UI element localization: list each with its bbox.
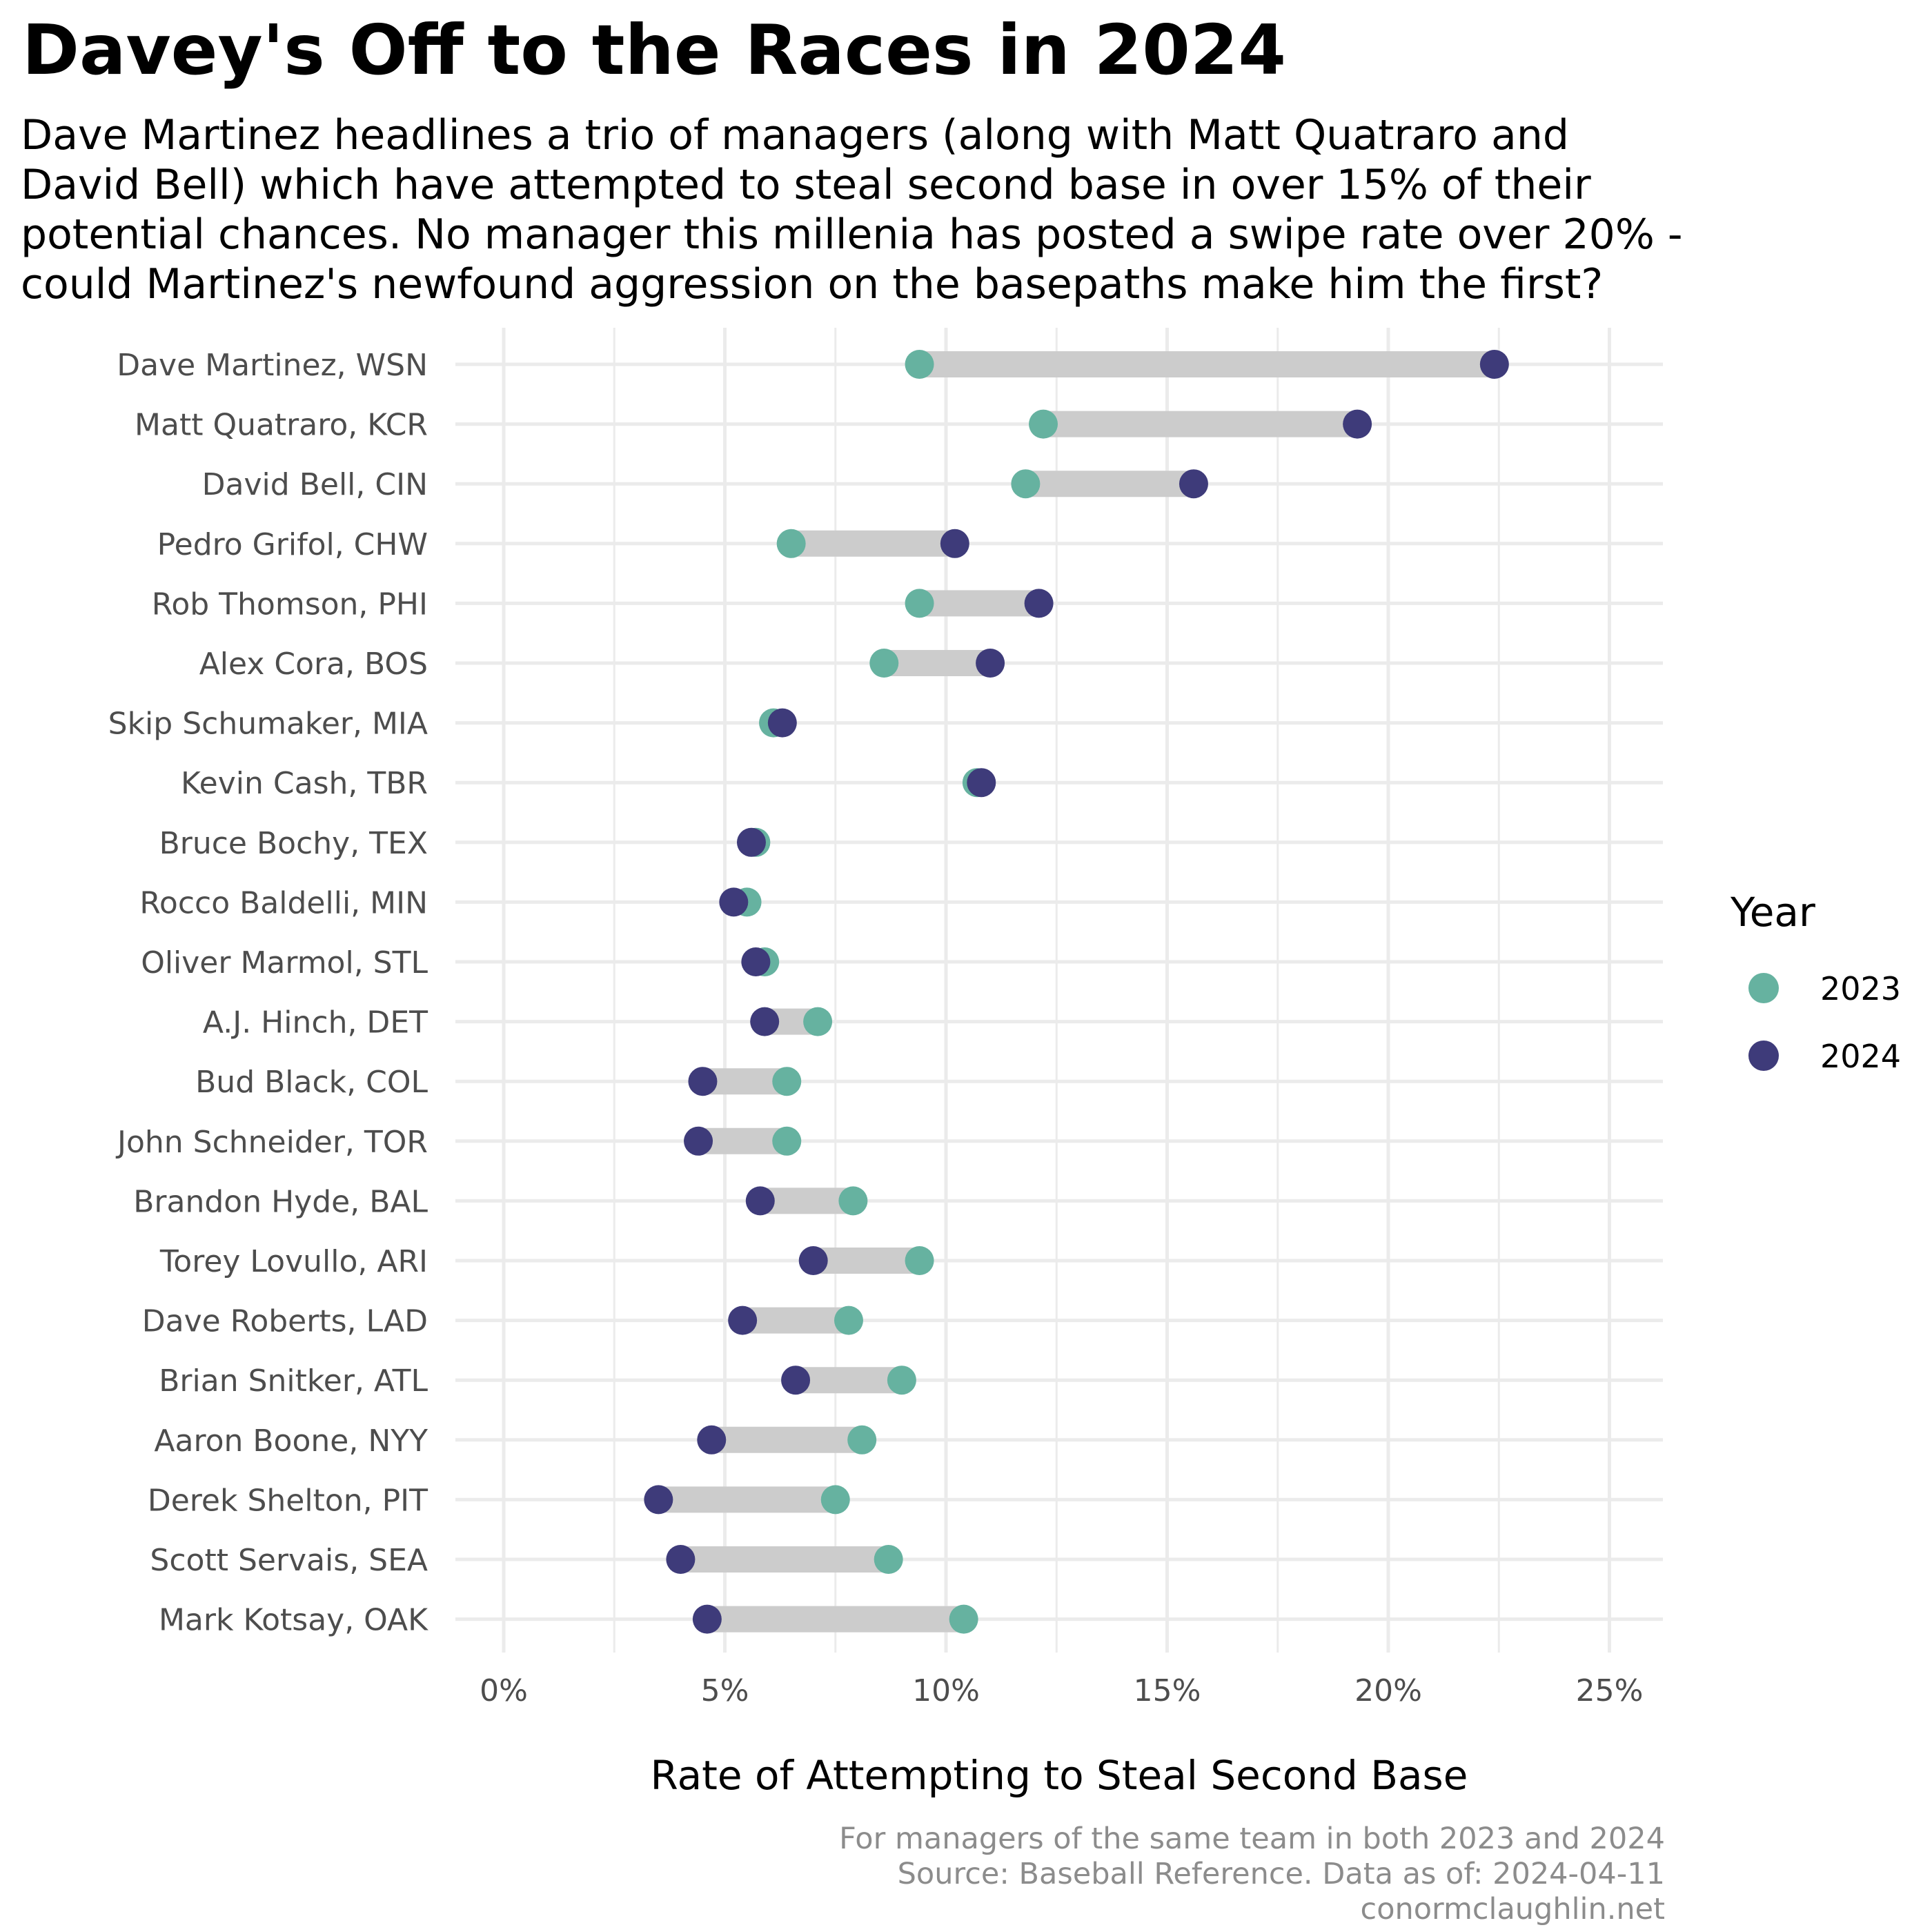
x-tick-label: 5% (701, 1673, 749, 1708)
point-2024 (719, 887, 749, 917)
point-2023 (834, 1305, 863, 1335)
x-tick-label: 10% (912, 1673, 980, 1708)
legend-label-2024: 2024 (1820, 1038, 1901, 1075)
y-tick-label: Alex Cora, BOS (199, 647, 428, 682)
chart-title: Davey's Off to the Races in 2024 (22, 10, 1286, 90)
y-tick-label: Rocco Baldelli, MIN (139, 885, 428, 920)
point-2023 (887, 1366, 916, 1395)
point-2024 (666, 1545, 696, 1574)
y-tick-label: Brandon Hyde, BAL (133, 1184, 428, 1219)
point-2024 (1479, 350, 1509, 379)
legend-key-2024 (1748, 1041, 1779, 1071)
y-tick-label: Dave Martinez, WSN (117, 348, 428, 383)
point-2024 (1179, 469, 1208, 499)
y-tick-label: Oliver Marmol, STL (141, 945, 428, 980)
point-2023 (772, 1067, 802, 1096)
chart-subtitle: Dave Martinez headlines a trio of manage… (21, 111, 1683, 308)
point-2023 (949, 1604, 978, 1634)
point-2023 (905, 350, 934, 379)
point-2024 (736, 827, 766, 857)
point-2023 (869, 649, 899, 678)
x-axis-tick-labels: 0% 5% 10% 15% 20% 25% (480, 1673, 1643, 1708)
y-tick-label: John Schneider, TOR (115, 1125, 428, 1160)
y-tick-label: Bruce Bochy, TEX (159, 826, 428, 861)
y-tick-label: Matt Quatraro, KCR (135, 408, 428, 443)
legend-title: Year (1730, 889, 1815, 936)
y-tick-label: Bud Black, COL (195, 1065, 428, 1100)
legend-key-2023 (1748, 973, 1779, 1003)
point-2023 (803, 1007, 833, 1036)
point-2023 (772, 1126, 802, 1156)
y-tick-label: David Bell, CIN (202, 467, 428, 502)
point-2024 (750, 1007, 780, 1036)
grid-lines (455, 328, 1663, 1653)
y-tick-label: Brian Snitker, ATL (159, 1363, 428, 1399)
point-2024 (1343, 409, 1372, 439)
legend-label-2023: 2023 (1820, 970, 1901, 1007)
point-2023 (820, 1485, 850, 1515)
y-tick-label: A.J. Hinch, DET (203, 1005, 428, 1041)
point-2023 (1029, 409, 1058, 439)
y-tick-label: Derek Shelton, PIT (148, 1483, 428, 1518)
point-2024 (967, 768, 996, 798)
y-tick-label: Skip Schumaker, MIA (108, 707, 428, 742)
points (644, 350, 1509, 1634)
y-tick-label: Mark Kotsay, OAK (159, 1603, 428, 1638)
x-axis-title: Rate of Attempting to Steal Second Base (651, 1752, 1468, 1799)
y-tick-label: Pedro Grifol, CHW (157, 527, 428, 562)
point-2024 (745, 1186, 775, 1216)
y-tick-label: Scott Servais, SEA (150, 1543, 428, 1578)
x-tick-label: 0% (480, 1673, 528, 1708)
y-tick-label: Rob Thomson, PHI (152, 586, 428, 622)
point-2024 (781, 1366, 811, 1395)
point-2023 (874, 1545, 903, 1574)
point-2024 (1024, 589, 1054, 618)
y-tick-label: Torey Lovullo, ARI (159, 1244, 428, 1279)
point-2023 (1011, 469, 1041, 499)
point-2023 (905, 589, 934, 618)
point-2023 (776, 529, 806, 558)
point-2024 (684, 1126, 713, 1156)
y-tick-label: Aaron Boone, NYY (154, 1423, 428, 1459)
point-2024 (644, 1485, 673, 1515)
point-2024 (697, 1425, 727, 1455)
point-2024 (767, 708, 797, 738)
point-2023 (838, 1186, 868, 1216)
point-2024 (728, 1305, 758, 1335)
point-2023 (905, 1246, 934, 1275)
legend: Year 2023 2024 (1730, 889, 1901, 1075)
x-tick-label: 25% (1576, 1673, 1644, 1708)
point-2024 (692, 1604, 722, 1634)
point-2024 (976, 649, 1005, 678)
y-axis-labels: Dave Martinez, WSN Matt Quatraro, KCR Davi… (108, 348, 429, 1638)
x-tick-label: 15% (1134, 1673, 1201, 1708)
chart-caption: For managers of the same team in both 20… (839, 1822, 1665, 1926)
y-tick-label: Kevin Cash, TBR (181, 766, 428, 801)
point-2024 (940, 529, 969, 558)
x-tick-label: 20% (1354, 1673, 1422, 1708)
y-tick-label: Dave Roberts, LAD (142, 1304, 428, 1339)
point-2024 (741, 947, 771, 976)
point-2024 (688, 1067, 718, 1096)
point-2023 (847, 1425, 877, 1455)
point-2024 (798, 1246, 828, 1275)
